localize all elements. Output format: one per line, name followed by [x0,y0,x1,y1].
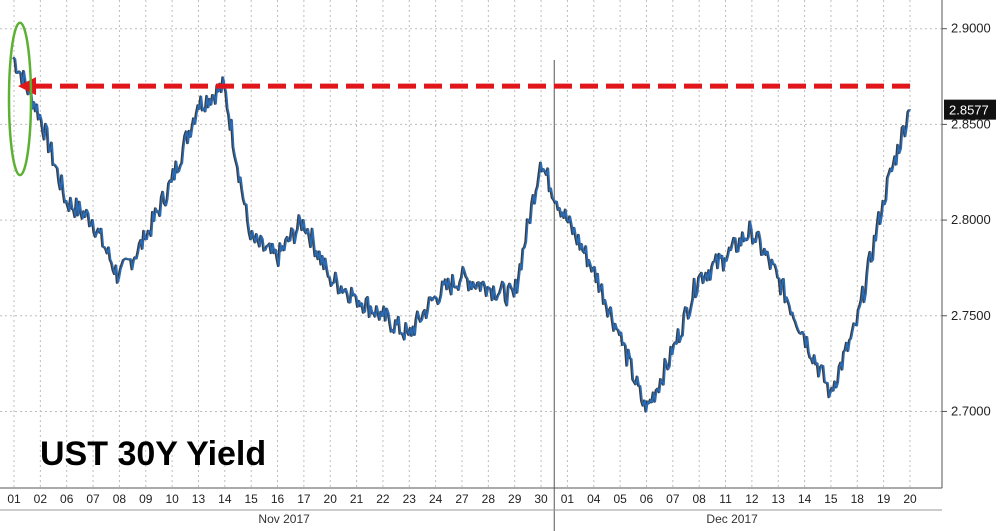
data-point [144,238,147,241]
data-point [672,353,674,355]
data-point [645,410,648,413]
data-point [303,219,305,221]
data-point [751,228,753,231]
x-tick-label: 15 [244,492,258,506]
x-tick-label: 05 [613,492,627,506]
data-point [566,219,569,221]
data-point [92,219,94,221]
series-line-shadow [12,56,910,413]
last-value-marker: 2.8577 [944,99,996,120]
data-point [276,257,279,260]
x-tick-label: 20 [324,492,338,506]
x-tick-label: 16 [271,492,285,506]
last-value-box [944,99,996,120]
data-point [355,295,358,298]
y-tick-label: 2.7500 [951,308,991,323]
x-tick-label: 15 [824,492,838,506]
x-tick-label: 14 [798,492,812,506]
last-value-label: 2.8577 [949,103,989,118]
x-tick-label: 30 [534,492,548,506]
data-point [540,161,542,164]
data-point [882,200,885,202]
grid [0,0,942,488]
x-tick-label: 23 [403,492,417,506]
x-tick-label: 22 [376,492,390,506]
data-point [592,267,595,269]
x-tick-label: 21 [350,492,364,506]
month-labels: Nov 2017 Dec 2017 [258,512,758,526]
x-tick-label: 20 [903,492,917,506]
x-tick-label: 24 [429,492,443,506]
data-point [619,334,621,336]
data-point [171,181,173,183]
x-tick-label: 06 [60,492,74,506]
x-tick-label: 18 [851,492,865,506]
y-tick-label: 2.9000 [951,21,991,36]
y-tick-label: 2.7000 [951,403,991,418]
x-tick-label: 28 [482,492,496,506]
data-point [830,391,832,394]
x-tick-label: 07 [86,492,100,506]
x-tick-label: 01 [7,492,21,506]
data-point [909,108,911,111]
x-tick-label: 19 [877,492,891,506]
data-point [382,314,384,317]
data-point [329,276,332,279]
x-tick-label: 08 [692,492,706,506]
x-tick-label: 02 [34,492,48,506]
x-tick-label: 08 [113,492,127,506]
x-tick-label: 13 [192,492,206,506]
x-tick-label: 04 [587,492,601,506]
x-tick-label: 10 [165,492,179,506]
y-tick-label: 2.8000 [951,212,991,227]
data-point [856,324,859,327]
y-tick-label: 2.8500 [951,116,991,131]
data-point [65,200,68,202]
data-point [513,295,516,298]
data-point [39,114,42,116]
data-point [724,257,727,260]
x-tick-label: 07 [666,492,680,506]
x-tick-label: 06 [640,492,654,506]
x-tick-label: 12 [745,492,759,506]
month-label: Dec 2017 [706,512,758,526]
chart-title: UST 30Y Yield [40,435,266,473]
data-point [803,334,806,336]
x-tick-label: 01 [561,492,575,506]
series-layer [12,56,911,413]
highlight-ellipse [7,21,33,177]
x-tick-label: 09 [139,492,153,506]
annotation-layer [7,21,910,177]
y-tick-labels: 2.9000 2.8500 2.8000 2.7500 2.7000 [942,21,991,418]
data-point [250,238,252,241]
x-tick-label: 14 [218,492,232,506]
data-point [487,286,490,288]
x-tick-label: 17 [297,492,311,506]
data-point [461,276,463,279]
data-point [777,276,780,279]
data-point [698,276,700,279]
x-tick-label: 13 [772,492,786,506]
data-point [197,104,200,107]
data-point [13,56,15,59]
axes [0,0,943,531]
data-point [118,276,121,279]
data-point [408,334,411,336]
month-label: Nov 2017 [258,512,310,526]
x-tick-label: 27 [455,492,469,506]
x-tick-label: 29 [508,492,522,506]
x-tick-label: 11 [719,492,732,506]
x-tick-labels: 01 02 06 07 08 09 10 13 14 15 16 17 20 21 22 23 24 27 28 29… [7,492,917,506]
data-point [434,295,437,298]
